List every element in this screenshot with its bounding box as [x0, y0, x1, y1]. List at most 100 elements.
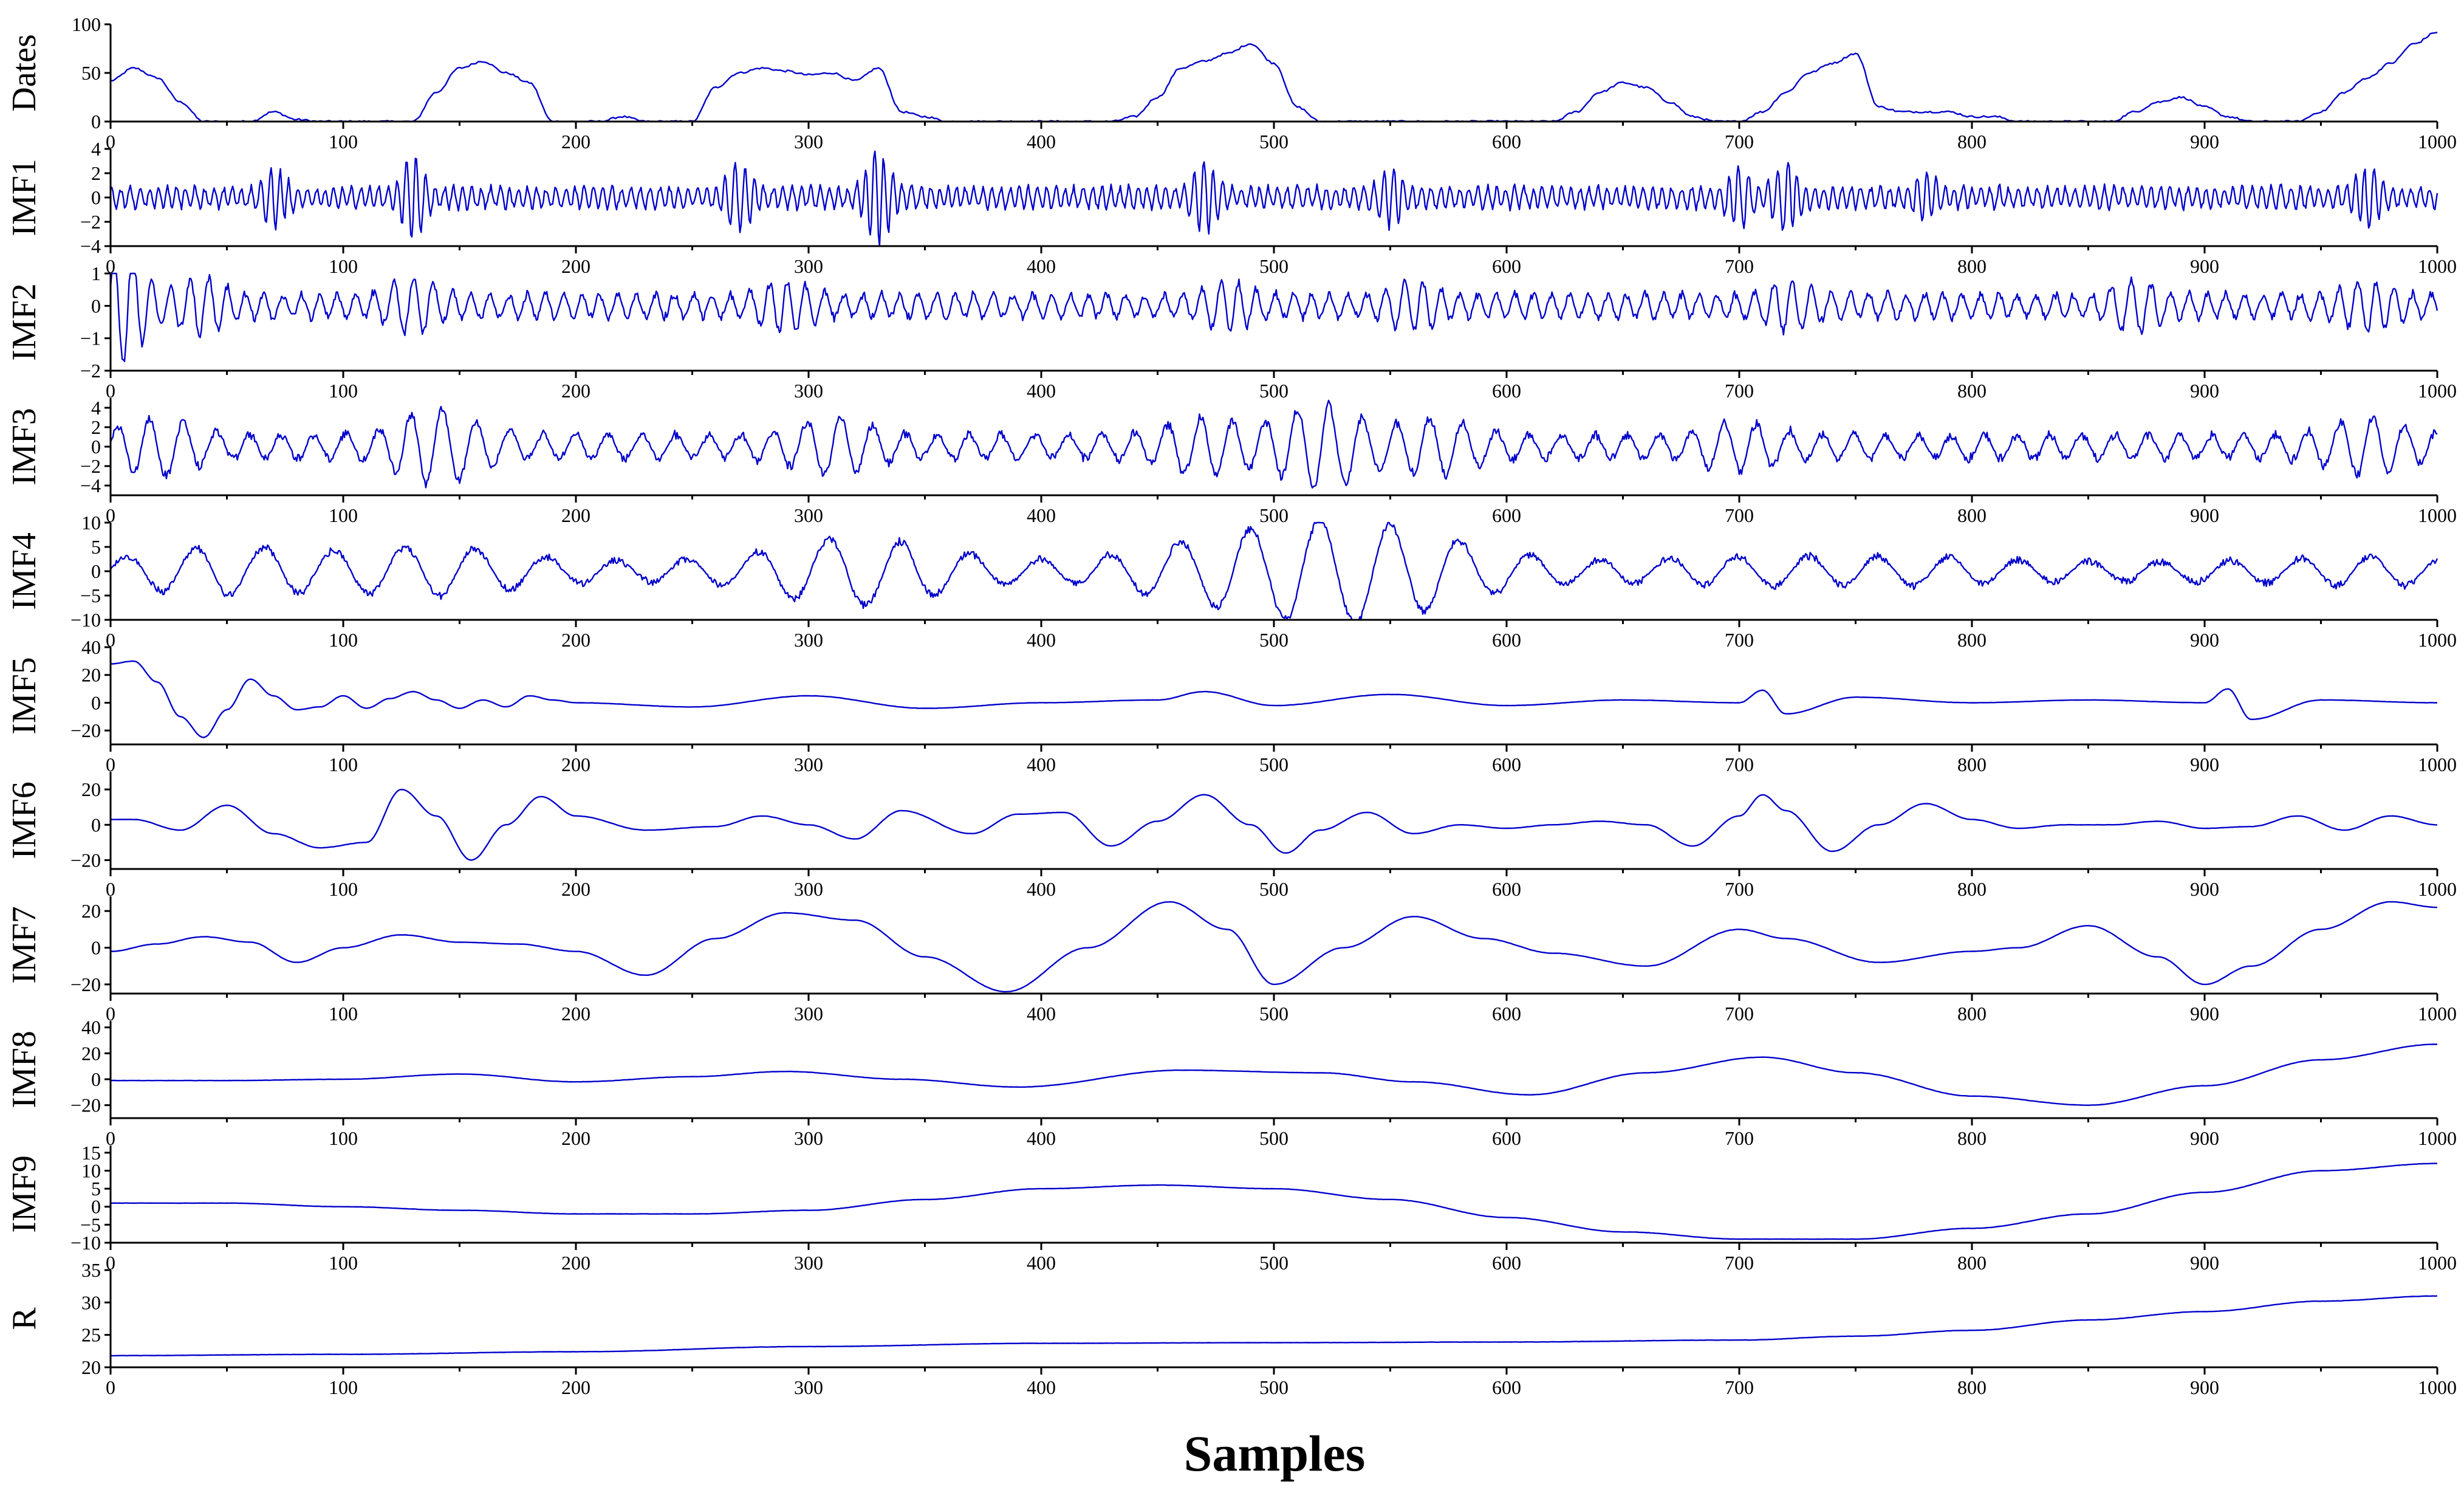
series-line-imf5	[110, 660, 2438, 738]
panel-label-imf8: IMF8	[5, 1031, 43, 1108]
x-tick-label: 900	[2190, 504, 2219, 526]
y-tick-label: 0	[91, 436, 101, 458]
x-tick-label: 700	[1725, 1003, 1754, 1025]
y-tick-label: 5	[91, 536, 101, 558]
x-tick-label: 200	[561, 1376, 590, 1398]
x-tick-label: 800	[1957, 504, 1987, 526]
x-tick-label: 100	[329, 754, 358, 775]
series-line-imf4	[109, 521, 2438, 621]
x-tick-label: 700	[1725, 754, 1754, 775]
x-tick-label: 200	[561, 878, 590, 900]
x-tick-label: 100	[329, 255, 358, 277]
x-tick-label: 600	[1492, 1003, 1521, 1025]
x-tick-label: 0	[106, 131, 115, 153]
x-tick-label: 900	[2190, 380, 2219, 402]
y-tick-label: 0	[91, 814, 101, 836]
x-tick-label: 400	[1027, 1376, 1056, 1398]
x-tick-label: 100	[329, 1376, 358, 1398]
x-tick-label: 600	[1492, 1252, 1521, 1274]
y-tick-label: 50	[81, 62, 101, 84]
x-tick-label: 200	[561, 380, 590, 402]
x-tick-label: 300	[794, 131, 823, 153]
x-tick-label: 700	[1725, 504, 1754, 526]
panel-label-imf4: IMF4	[5, 532, 43, 610]
x-tick-label: 400	[1027, 131, 1056, 153]
panel-label-imf3: IMF3	[5, 408, 43, 486]
x-tick-label: 1000	[2418, 504, 2457, 526]
x-tick-label: 900	[2190, 754, 2219, 775]
x-tick-label: 800	[1957, 1003, 1987, 1025]
series-line-imf7	[110, 901, 2438, 993]
x-tick-label: 200	[561, 629, 590, 651]
x-axis-title: Samples	[1184, 1426, 1366, 1482]
x-tick-label: 800	[1957, 380, 1987, 402]
x-tick-label: 400	[1027, 255, 1056, 277]
x-tick-label: 800	[1957, 629, 1987, 651]
y-tick-label: 25	[81, 1324, 101, 1346]
x-tick-label: 500	[1259, 754, 1288, 775]
x-tick-label: 100	[329, 131, 358, 153]
panel-label-imf9: IMF9	[5, 1155, 43, 1233]
y-tick-label: −20	[70, 719, 101, 741]
y-tick-label: 4	[91, 138, 101, 160]
x-tick-label: 500	[1259, 380, 1288, 402]
panel-label-r: R	[5, 1307, 43, 1330]
x-tick-label: 300	[794, 754, 823, 775]
x-tick-label: 700	[1725, 1252, 1754, 1274]
x-tick-label: 500	[1259, 1376, 1288, 1398]
x-tick-label: 900	[2190, 1003, 2219, 1025]
x-tick-label: 0	[106, 504, 115, 526]
x-tick-label: 900	[2190, 255, 2219, 277]
x-tick-label: 600	[1492, 380, 1521, 402]
x-tick-label: 700	[1725, 380, 1754, 402]
x-tick-label: 200	[561, 1003, 590, 1025]
panel-label-imf1: IMF1	[5, 159, 43, 236]
x-tick-label: 0	[106, 1252, 115, 1274]
y-tick-label: 0	[91, 560, 101, 582]
x-tick-label: 300	[794, 1127, 823, 1149]
x-tick-label: 600	[1492, 1376, 1521, 1398]
x-tick-label: 600	[1492, 754, 1521, 775]
x-tick-label: 300	[794, 1252, 823, 1274]
x-tick-label: 100	[329, 1127, 358, 1149]
x-tick-label: 700	[1725, 1376, 1754, 1398]
x-tick-label: 500	[1259, 131, 1288, 153]
x-tick-label: 800	[1957, 255, 1987, 277]
x-tick-label: 200	[561, 504, 590, 526]
panel-imf2: −2 −1 0 1 0 100 200 300 400 500 600 700 800 900 1000 IM…	[5, 263, 2457, 402]
x-tick-label: 300	[794, 380, 823, 402]
y-tick-label: −4	[80, 235, 101, 257]
x-tick-label: 900	[2190, 1376, 2219, 1398]
x-tick-label: 500	[1259, 504, 1288, 526]
panel-label-imf7: IMF7	[5, 906, 43, 984]
panel-r: 20 25 30 35 0 100 200 300 400 500 600 700 800 900 1000…	[5, 1259, 2457, 1398]
x-tick-label: 300	[794, 1003, 823, 1025]
y-tick-label: −2	[80, 360, 101, 382]
x-tick-label: 0	[106, 1376, 115, 1398]
y-tick-label: 0	[91, 937, 101, 959]
x-tick-label: 500	[1259, 255, 1288, 277]
x-tick-label: 800	[1957, 1252, 1987, 1274]
y-tick-label: −20	[70, 1094, 101, 1116]
x-tick-label: 400	[1027, 629, 1056, 651]
y-tick-label: 20	[81, 664, 101, 686]
y-tick-label: 20	[81, 778, 101, 800]
x-tick-label: 300	[794, 504, 823, 526]
y-tick-label: −2	[80, 211, 101, 233]
x-tick-label: 500	[1259, 629, 1288, 651]
panel-label-imf6: IMF6	[5, 781, 43, 859]
x-tick-label: 900	[2190, 1127, 2219, 1149]
x-tick-label: 700	[1725, 629, 1754, 651]
x-tick-label: 500	[1259, 1252, 1288, 1274]
y-tick-label: 0	[91, 1068, 101, 1090]
series-line-imf3	[109, 399, 2438, 489]
y-tick-label: 0	[91, 1196, 101, 1218]
